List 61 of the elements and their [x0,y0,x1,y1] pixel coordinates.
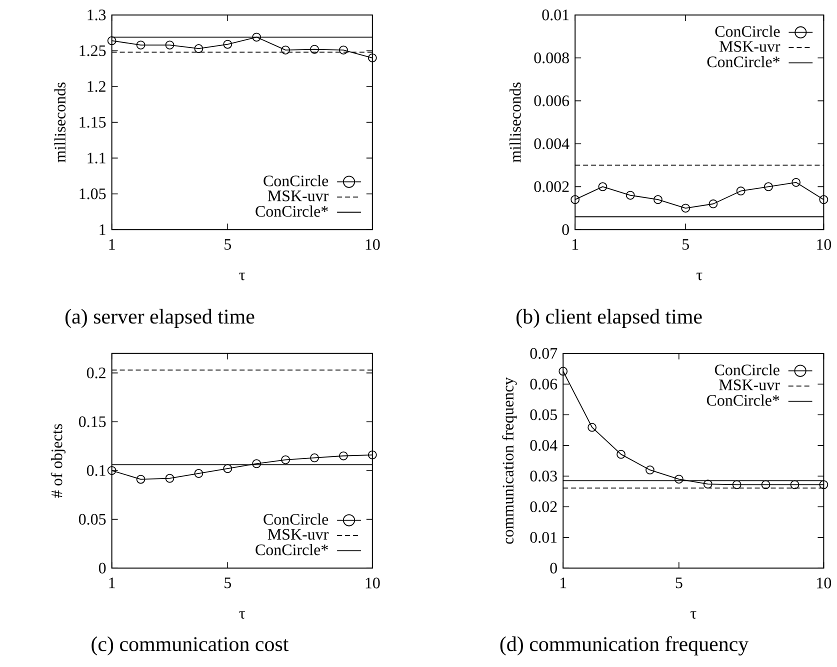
x-axis-title: τ [239,611,245,619]
y-tick-label: 1 [100,224,106,235]
y-tick-label: 1.2 [88,81,106,92]
y-tick-label: 0.2 [86,368,106,378]
x-tick-label: 5 [224,578,232,588]
y-tick-label: 0.004 [534,138,570,150]
y-tick-label: 1.3 [88,10,106,20]
y-axis-title: communication frequency [502,377,517,544]
legend-label: ConCircle [264,514,328,525]
text: (a) server elapsed time [66,308,254,328]
y-tick-label: 0.15 [78,416,106,428]
text: (c) communication cost [92,636,289,656]
y-axis-title: milliseconds [54,82,66,162]
x-tick-label: 1 [109,239,115,250]
x-tick-label: 5 [676,578,682,588]
x-axis-title: τ [239,272,245,280]
y-tick-label: 0.02 [530,501,557,512]
legend-label: ConCircle* [706,394,780,406]
y-tick-label: 0.008 [534,52,569,64]
y-tick-label: 0.05 [78,514,106,525]
x-tick-label: 5 [224,239,232,250]
y-tick-label: 1.15 [80,116,106,128]
y-tick-label: 0 [562,224,569,236]
y-axis-title: # of objects [50,424,66,498]
x-tick-label: 10 [366,578,380,588]
y-tick-label: 0.006 [534,95,570,106]
y-tick-label: 1.05 [80,188,106,200]
x-tick-label: 1 [572,239,578,250]
y-tick-label: 0.03 [530,470,557,482]
legend-label: MSK-uvr [268,190,329,202]
y-tick-label: 0.05 [530,409,557,420]
y-tick-label: 0.002 [534,181,569,192]
x-tick-label: 1 [109,578,115,588]
legend-label: ConCircle* [256,206,328,217]
x-tick-label: 10 [366,239,380,250]
legend-label: MSK-uvr [720,41,780,52]
y-tick-label: 0.07 [530,348,558,359]
text: (b) client elapsed time [516,308,702,328]
y-tick-label: 0.01 [530,532,557,543]
x-tick-label: 10 [817,578,832,588]
x-axis-title: τ [690,611,696,619]
x-tick-label: 10 [817,239,832,250]
legend-label: ConCircle [714,364,780,376]
legend-label: ConCircle* [256,544,328,556]
y-tick-label: 1.1 [88,152,106,164]
y-tick-label: 0.01 [542,10,569,20]
legend-label: ConCircle [715,26,780,37]
x-axis-title: τ [696,272,702,280]
y-tick-label: 1.25 [80,45,106,56]
y-axis-title: milliseconds [510,82,521,162]
y-tick-label: 0.04 [530,440,558,451]
y-tick-label: 0 [98,562,106,574]
y-tick-label: 0.06 [530,378,558,390]
x-tick-label: 5 [682,239,689,250]
y-tick-label: 0 [550,562,557,574]
y-tick-label: 0.1 [86,465,106,476]
legend-label: MSK-uvr [268,529,329,540]
legend-label: ConCircle* [707,56,780,68]
legend-label: MSK-uvr [719,380,780,390]
legend-label: ConCircle [264,175,328,186]
text: (d) communication frequency [500,636,749,656]
